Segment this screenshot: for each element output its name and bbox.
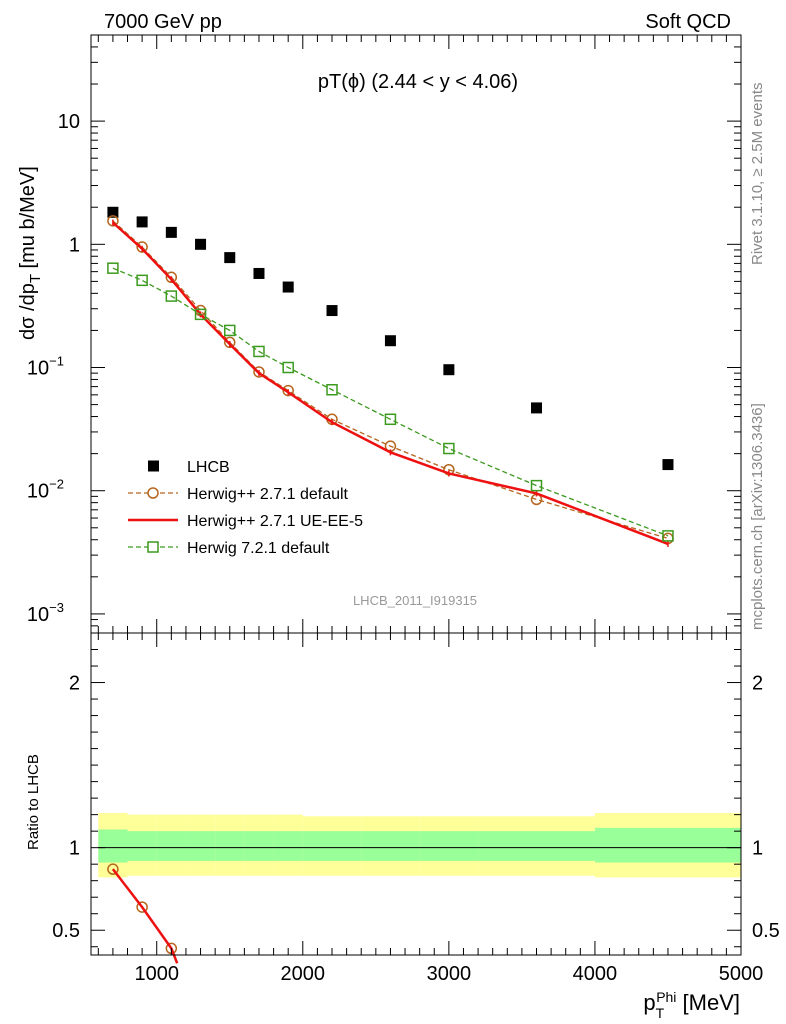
ratio-ytick-label-right: 1 — [752, 838, 763, 860]
main-ytick-label: 10−1 — [27, 354, 64, 380]
x-axis-label: pTPhi [MeV] — [643, 989, 740, 1021]
x-axis-label-text: pTPhi [MeV] — [643, 989, 740, 1021]
mc-point-square — [530, 479, 543, 492]
uncertainty-band-stat — [215, 831, 245, 861]
xtick-label: 3000 — [427, 963, 472, 985]
ratio-ytick-label: 2 — [69, 673, 80, 695]
mc-point-square — [443, 442, 455, 455]
data-point — [165, 226, 177, 238]
uncertainty-band-stat — [273, 831, 303, 861]
main-ytick-label: 10 — [58, 111, 80, 133]
main-panel: pT(ϕ) (2.44 < y < 4.06) LHCB_2011_I91931… — [27, 34, 742, 634]
mc-point-circle — [282, 384, 294, 397]
legend-label: Herwig++ 2.7.1 default — [187, 486, 349, 503]
legend-item: Herwig++ 2.7.1 UE-EE-5 — [128, 513, 363, 530]
main-ylabel: dσ /dpT [mu b/MeV] — [17, 166, 44, 340]
data-point — [136, 216, 148, 228]
data-point — [443, 364, 455, 376]
mc-point-square — [384, 413, 397, 426]
legend-marker — [147, 541, 159, 553]
uncertainty-band-stat — [361, 831, 420, 861]
ratio-ytick-label-right: 0.5 — [752, 920, 780, 942]
ratio-panel: 0.5 0.5 1 1 2 2 1000 2000 3000 4000 5000 — [52, 632, 780, 985]
ratio-frame — [90, 632, 742, 956]
mc-point-square — [282, 361, 294, 374]
energy-label: 7000 GeV pp — [104, 11, 222, 33]
legend-item: LHCB — [148, 459, 230, 476]
uncertainty-band-stat — [594, 827, 741, 863]
mc-point-circle — [107, 215, 119, 227]
ratio-ylabel: Ratio to LHCB — [25, 754, 42, 850]
uncertainty-band-stat — [244, 831, 274, 861]
main-ytick-label: 10−2 — [27, 477, 64, 503]
uncertainty-band-stat — [185, 831, 216, 861]
legend-label: Herwig 7.2.1 default — [187, 540, 330, 557]
legend-marker — [148, 460, 159, 472]
mc-point-square — [136, 274, 148, 287]
ratio-ytick-label-right: 2 — [752, 673, 763, 695]
process-label: Soft QCD — [645, 11, 731, 33]
data-point — [224, 252, 236, 264]
mc-point-circle — [136, 241, 148, 253]
data-point — [253, 267, 265, 279]
series-lhcb — [107, 206, 674, 471]
mc-point-square — [662, 530, 674, 542]
xtick-label: 4000 — [573, 963, 618, 985]
legend-label: Herwig++ 2.7.1 UE-EE-5 — [187, 513, 363, 530]
data-point — [282, 281, 294, 293]
mc-point-circle — [224, 336, 236, 349]
legend-marker — [147, 487, 159, 499]
rivet-version-label: Rivet 3.1.10, ≥ 2.5M events — [749, 83, 766, 266]
ratio-ytick-label: 0.5 — [52, 920, 80, 942]
main-ytick-label: 10−3 — [27, 600, 64, 626]
uncertainty-band-stat — [302, 831, 362, 861]
ratio-point-circle — [136, 901, 148, 913]
ratio-point-circle — [107, 863, 119, 875]
legend-item: Herwig 7.2.1 default — [128, 540, 330, 557]
mc-point-square — [326, 383, 338, 396]
uncertainty-band-stat — [478, 831, 595, 861]
legend-label: LHCB — [187, 459, 230, 476]
data-point — [531, 402, 543, 414]
series-herwig-2-7-1-ue-ee-5 — [112, 219, 669, 547]
xtick-label: 5000 — [719, 963, 764, 985]
ratio-line — [111, 868, 179, 964]
legend-item: Herwig++ 2.7.1 default — [128, 486, 349, 503]
uncertainty-band-stat — [156, 831, 186, 861]
data-point — [384, 335, 396, 347]
xtick-label: 1000 — [134, 963, 179, 985]
data-point — [195, 238, 207, 250]
uncertainty-band-stat — [127, 831, 157, 861]
uncertainty-band-stat — [98, 829, 128, 863]
data-point — [107, 206, 119, 218]
main-ylabel-text: dσ /dpT [mu b/MeV] — [17, 166, 44, 340]
data-point — [326, 305, 338, 317]
mc-point-square — [253, 345, 265, 358]
analysis-watermark: LHCB_2011_I919315 — [353, 593, 477, 608]
data-point — [662, 459, 674, 471]
series-line — [112, 221, 669, 546]
mc-point-square — [107, 262, 119, 274]
mc-point-square — [194, 308, 207, 321]
series-herwig-7-2-1-default — [107, 262, 674, 542]
ratio-series-herwig-2-7-1-ue-ee-5 — [111, 868, 179, 964]
xtick-label: 2000 — [281, 963, 326, 985]
mc-point-square — [165, 290, 178, 302]
uncertainty-band-stat — [419, 831, 479, 861]
legend: LHCB Herwig++ 2.7.1 default Herwig++ 2.7.1… — [128, 459, 363, 557]
mc-point-square — [224, 324, 236, 337]
main-ytick-label: 1 — [69, 234, 80, 256]
main-title: pT(ϕ) (2.44 < y < 4.06) — [318, 71, 518, 93]
mcplots-label: mcplots.cern.ch [arXiv:1306.3436] — [749, 403, 766, 630]
mc-point-circle — [253, 366, 265, 378]
ratio-ytick-label: 1 — [69, 838, 80, 860]
